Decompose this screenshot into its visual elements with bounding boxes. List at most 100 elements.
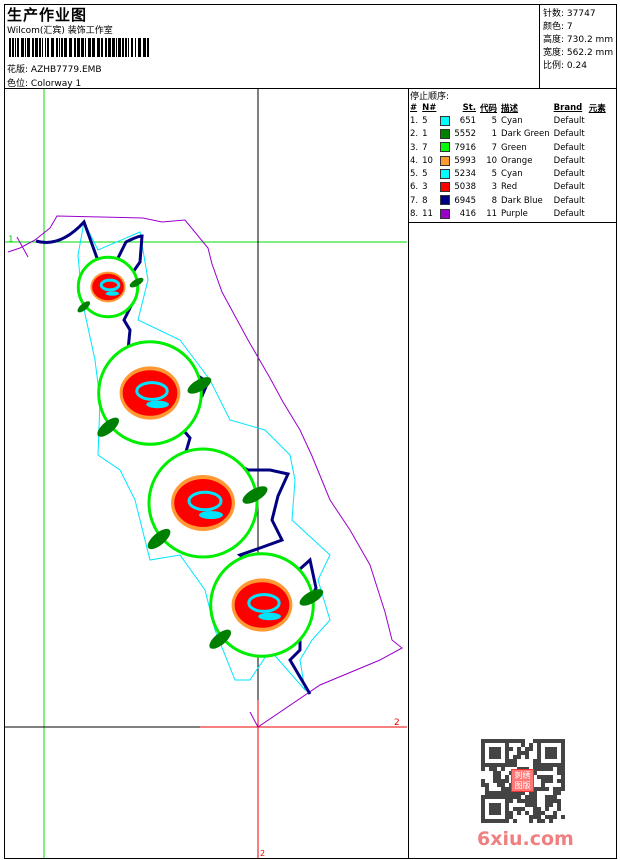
qr-module [561, 815, 565, 819]
qr-module [549, 803, 553, 807]
row-brand: Default [553, 155, 585, 166]
qr-module [513, 791, 517, 795]
qr-module [545, 779, 549, 783]
row-brand: Default [553, 195, 585, 206]
row-stitches: 5234 [454, 169, 477, 180]
barcode-bar [135, 38, 136, 57]
qr-module [537, 787, 541, 791]
qr-module [497, 775, 501, 779]
barcode-bar [45, 38, 46, 57]
qr-module [501, 767, 505, 771]
row-num: 5. [410, 169, 419, 180]
qr-module [501, 783, 505, 787]
qr-module [557, 807, 561, 811]
table-row: 6. 3 5038 3 Red Default [408, 181, 608, 194]
design-file-line: 花版: AZHB7779.EMB [7, 62, 102, 75]
row-needle: 11 [422, 209, 433, 220]
row-description: Dark Blue [501, 195, 543, 206]
qr-module [525, 811, 529, 815]
qr-finder [489, 747, 501, 759]
row-needle: 1 [422, 129, 428, 140]
qr-module [521, 743, 525, 747]
color-swatch [440, 182, 451, 193]
qr-module [509, 799, 513, 803]
qr-module [529, 819, 533, 823]
page-title: 生产作业图 [7, 6, 88, 24]
qr-module [521, 739, 525, 743]
qr-module [517, 739, 521, 743]
qr-module [549, 775, 553, 779]
qr-module [517, 791, 521, 795]
barcode-bar [35, 38, 38, 57]
qr-finder [481, 795, 509, 823]
qr-module [537, 815, 541, 819]
barcode-bar [21, 38, 24, 57]
divider [539, 4, 540, 88]
qr-module [513, 807, 517, 811]
qr-module [541, 819, 545, 823]
design-file: AZHB7779.EMB [30, 65, 102, 75]
qr-module [557, 771, 561, 775]
table-header: # N# St. 代码 描述 Brand 元素 [410, 102, 606, 114]
qr-module [489, 791, 493, 795]
row-needle: 7 [422, 142, 428, 153]
row-code: 5 [491, 169, 498, 180]
qr-module [533, 739, 537, 743]
color-swatch [440, 155, 451, 166]
color-swatch [440, 142, 451, 153]
design-width: 宽度: 562.2 mm [543, 48, 614, 58]
qr-module [545, 803, 549, 807]
row-needle: 5 [422, 169, 428, 180]
qr-module [533, 767, 537, 771]
qr-module [509, 795, 513, 799]
barcode-bar [112, 38, 115, 57]
row-description: Red [501, 182, 518, 193]
qr-module [561, 787, 565, 791]
colorway-value: Colorway 1 [30, 79, 82, 89]
qr-module [513, 759, 517, 763]
qr-module [537, 811, 541, 815]
qr-module [533, 787, 537, 791]
row-brand: Default [553, 129, 585, 140]
row-num: 4. [410, 155, 419, 166]
qr-module [525, 803, 529, 807]
qr-module [561, 783, 565, 787]
barcode-bar [64, 38, 67, 57]
qr-module [485, 791, 489, 795]
qr-finder [545, 747, 557, 759]
design-scale: 比例: 0.24 [543, 61, 587, 71]
barcode-bar [32, 38, 34, 57]
barcode-bar [15, 38, 16, 57]
row-code: 10 [486, 155, 498, 166]
qr-module [541, 783, 545, 787]
color-swatch [440, 195, 451, 206]
barcode-bar [61, 38, 63, 57]
row-description: Cyan [501, 115, 523, 126]
qr-module [557, 779, 561, 783]
qr-module [509, 815, 513, 819]
qr-module [493, 779, 497, 783]
row-stitches: 5993 [454, 155, 477, 166]
qr-module [545, 807, 549, 811]
row-stitches: 5038 [454, 182, 477, 193]
qr-module [537, 807, 541, 811]
studio-name: Wilcom(汇宾) 装饰工作室 [7, 26, 113, 36]
row-stitches: 416 [459, 209, 477, 220]
qr-module [537, 767, 541, 771]
row-num: 6. [410, 182, 419, 193]
barcode-bar [81, 38, 84, 57]
barcode-bar [97, 38, 100, 57]
barcode-bar [27, 38, 30, 57]
qr-module [513, 819, 517, 823]
qr-module [517, 811, 521, 815]
qr-module [541, 775, 545, 779]
table-row: 2. 1 5552 1 Dark Green Default [408, 128, 608, 141]
qr-module [545, 767, 549, 771]
table-row: 8. 11 416 11 Purple Default [408, 207, 608, 220]
design-label: 花版: [7, 65, 29, 75]
divider [4, 88, 617, 89]
qr-module [533, 807, 537, 811]
qr-module [501, 779, 505, 783]
qr-module [561, 775, 565, 779]
qr-finder [481, 739, 509, 767]
